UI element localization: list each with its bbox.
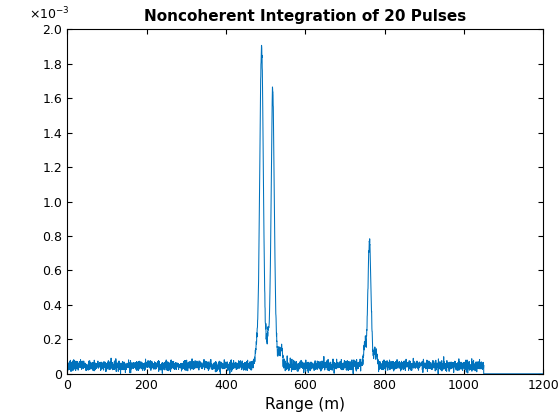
X-axis label: Range (m): Range (m) [265,397,345,412]
Title: Noncoherent Integration of 20 Pulses: Noncoherent Integration of 20 Pulses [144,9,466,24]
Text: $\times10^{-3}$: $\times10^{-3}$ [29,6,70,23]
